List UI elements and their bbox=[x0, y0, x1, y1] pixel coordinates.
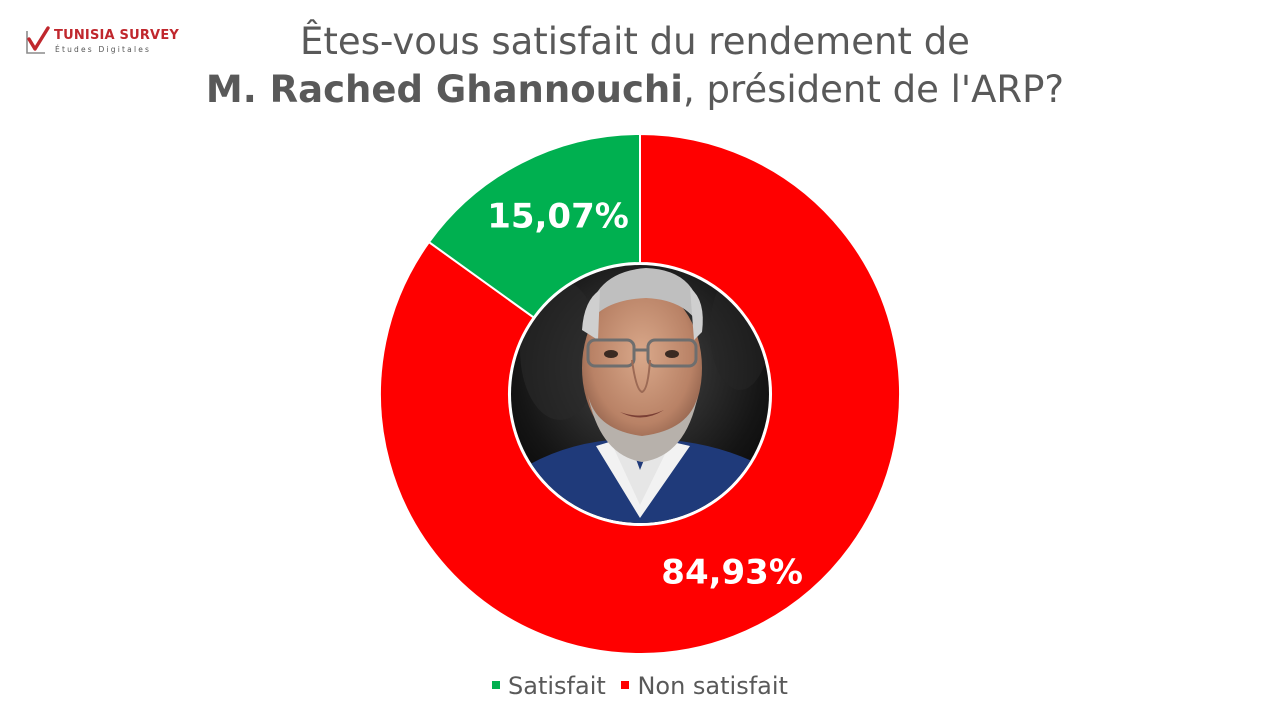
title-line2-rest: , président de l'ARP? bbox=[682, 68, 1065, 112]
legend-label-satisfait: Satisfait bbox=[508, 672, 606, 700]
data-label-satisfait: 15,07% bbox=[487, 197, 629, 237]
brand-name: TUNISIA SURVEY bbox=[54, 28, 180, 43]
donut-labels: 84,93% 15,07% bbox=[487, 197, 803, 593]
title-line2: M. Rached Ghannouchi, président de l'ARP… bbox=[0, 66, 1270, 114]
chart-legend: Satisfait Non satisfait bbox=[0, 672, 1280, 700]
center-portrait bbox=[509, 263, 771, 525]
checkmark-icon bbox=[26, 26, 50, 54]
slice-satisfait bbox=[427, 132, 641, 319]
legend-swatch-satisfait bbox=[492, 681, 501, 689]
title-name: M. Rached Ghannouchi bbox=[205, 68, 683, 112]
brand-tagline: Études Digitales bbox=[55, 45, 152, 54]
chart-title: Êtes-vous satisfait du rendement de M. R… bbox=[0, 18, 1270, 114]
legend-swatch-non-satisfait bbox=[621, 681, 630, 689]
brand-logo: TUNISIA SURVEY Études Digitales bbox=[24, 24, 184, 60]
legend-item-non-satisfait: Non satisfait bbox=[621, 672, 788, 700]
legend-label-non-satisfait: Non satisfait bbox=[637, 672, 788, 700]
title-line1: Êtes-vous satisfait du rendement de bbox=[300, 20, 970, 63]
legend-item-satisfait: Satisfait bbox=[492, 672, 606, 700]
donut-slices bbox=[379, 132, 901, 655]
slice-non-satisfait bbox=[379, 132, 901, 655]
data-label-non-satisfait: 84,93% bbox=[661, 552, 803, 592]
